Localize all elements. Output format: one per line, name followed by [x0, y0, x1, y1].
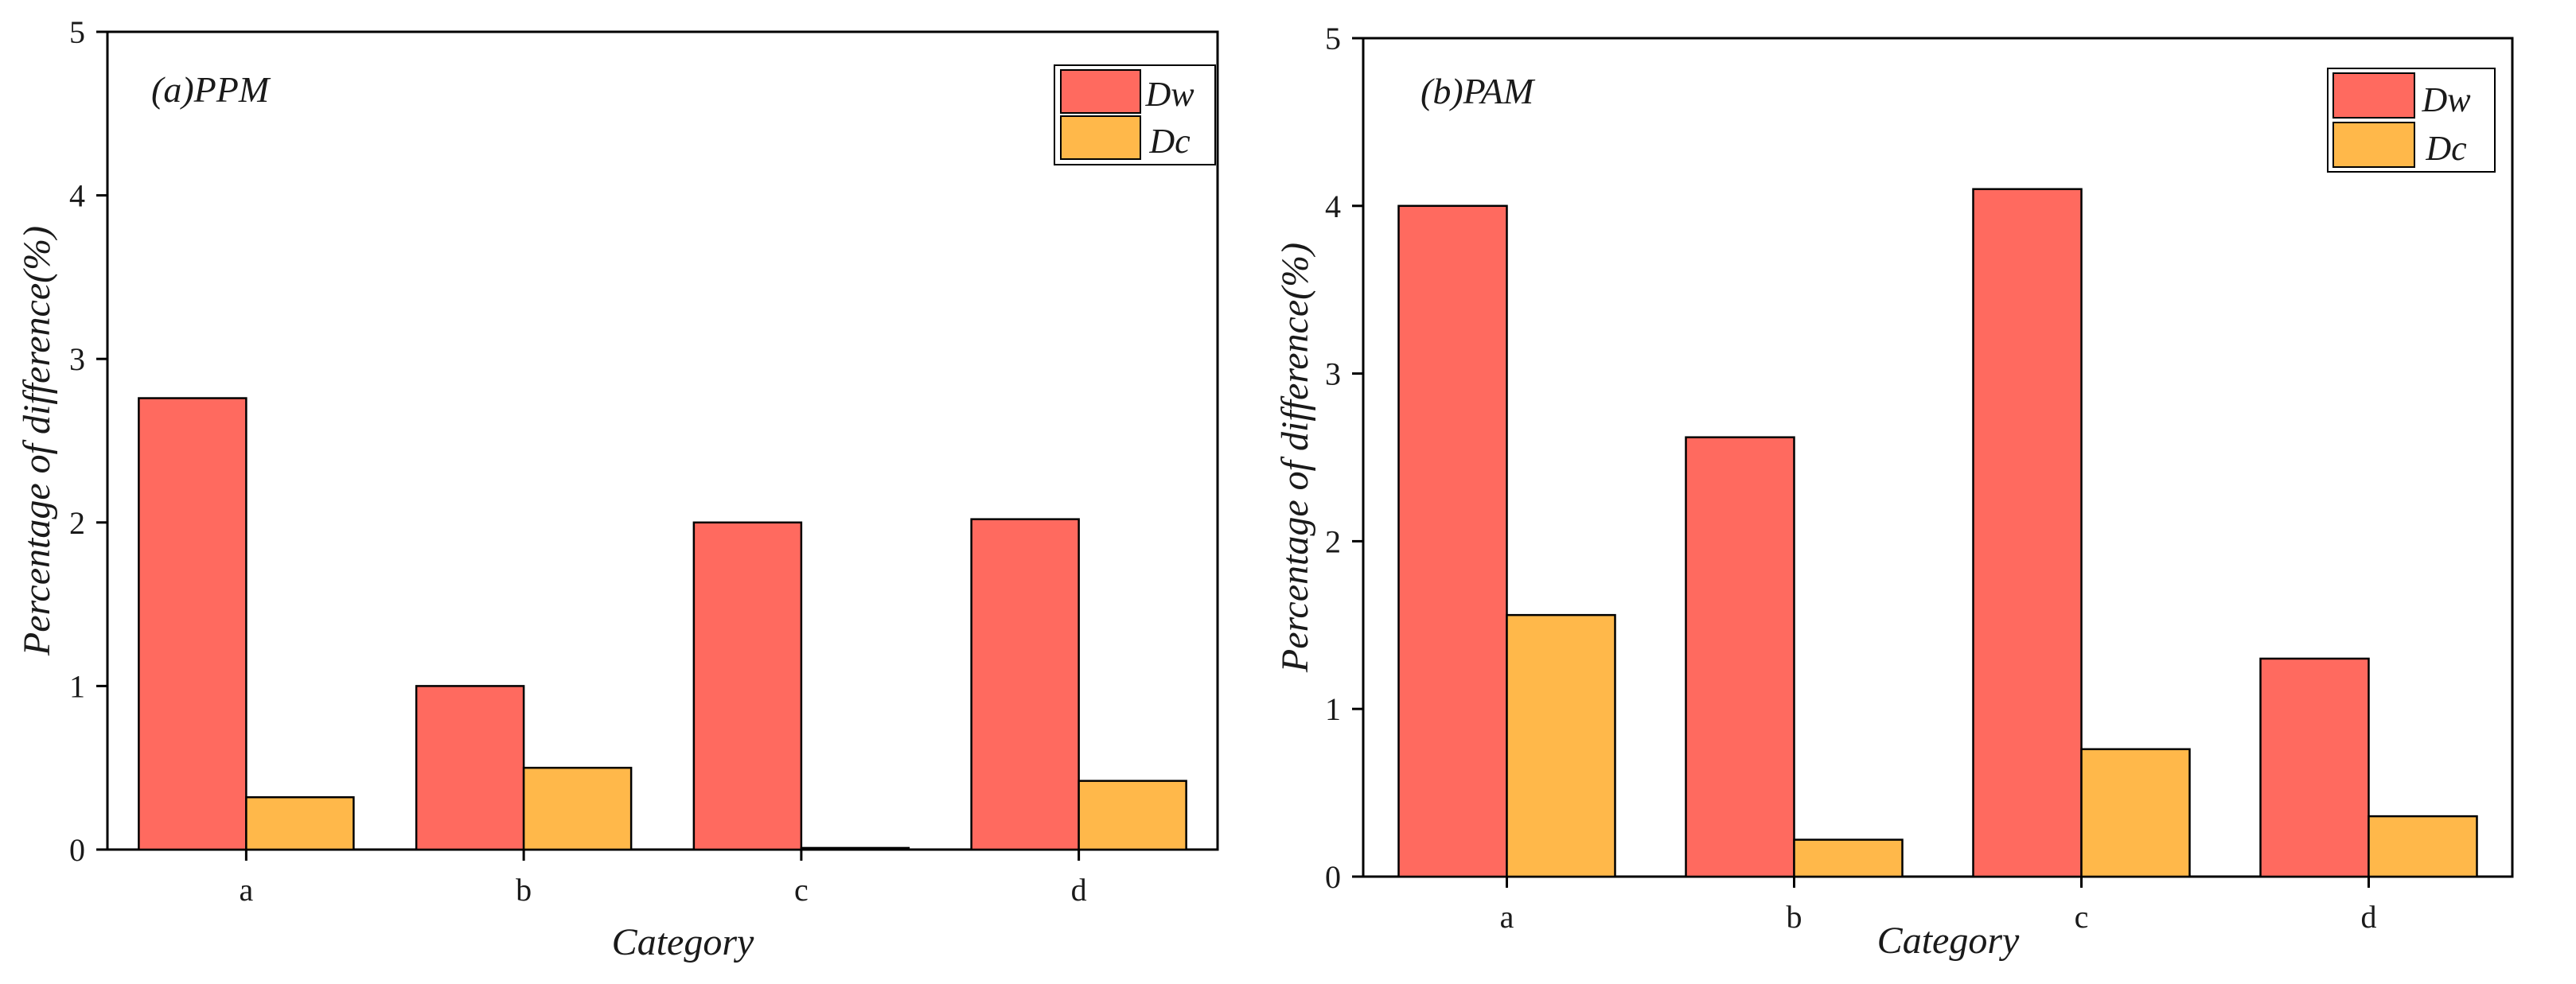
x-tick-label: d — [1071, 872, 1087, 908]
bar-dc-d — [1078, 780, 1187, 851]
bar-dw-b — [1685, 436, 1795, 878]
bar-dc-a — [1506, 613, 1616, 878]
x-axis-label: Category — [1877, 920, 2020, 962]
y-axis-label: Percentage of difference(%) — [1274, 243, 1316, 673]
bar-dc-b — [1793, 838, 1904, 878]
y-tick-label: 2 — [1325, 523, 1341, 559]
x-tick-label: b — [516, 872, 532, 908]
plot-area-frame — [1362, 37, 2514, 878]
bar-dc-b — [522, 766, 633, 851]
x-axis-ticks: a b c d — [239, 850, 1087, 908]
bar-dw-c — [1972, 188, 2083, 878]
y-tick-label: 4 — [1325, 189, 1341, 224]
x-tick-label: c — [2075, 899, 2089, 935]
legend-swatch-dc — [2332, 122, 2415, 168]
x-tick-label: c — [794, 872, 809, 908]
chart-title: (b)PAM — [1421, 71, 1536, 111]
bar-dc-c — [800, 846, 910, 851]
y-axis-ticks: 0 1 2 3 4 5 — [1325, 21, 1363, 895]
plot-area-frame — [106, 30, 1219, 851]
legend-label-dc: Dc — [1148, 122, 1191, 161]
x-tick-label: b — [1787, 899, 1802, 935]
legend-label-dw: Dw — [1144, 75, 1194, 114]
y-axis-label: Percentage of difference(%) — [16, 226, 58, 656]
bar-dc-c — [2080, 748, 2191, 878]
chart-title: (a)PPM — [151, 69, 271, 110]
chart-panel-ppm: (a)PPM Percentage of difference(%) Categ… — [16, 14, 1219, 963]
bar-dw-a — [1397, 204, 1508, 878]
legend-label-dw: Dw — [2421, 80, 2471, 119]
bar-dw-d — [970, 518, 1080, 851]
bars — [1397, 188, 2478, 878]
x-axis-ticks: a b c d — [1500, 877, 2377, 935]
legend-swatch-dc — [1060, 115, 1141, 160]
bar-dw-a — [138, 397, 247, 851]
x-axis-label: Category — [612, 921, 754, 963]
legend: Dw Dc — [2327, 68, 2496, 173]
legend-swatch-dw — [1060, 69, 1141, 114]
bar-dw-c — [692, 521, 803, 851]
chart-panel-pam: (b)PAM Percentage of difference(%) Categ… — [1274, 21, 2514, 962]
y-tick-label: 0 — [1325, 859, 1341, 895]
y-tick-label: 0 — [69, 832, 85, 868]
legend-swatch-dw — [2332, 72, 2415, 119]
legend-label-dc: Dc — [2425, 129, 2467, 168]
y-tick-label: 5 — [1325, 21, 1341, 56]
bars — [138, 397, 1187, 851]
y-tick-label: 3 — [69, 341, 85, 377]
y-tick-label: 3 — [1325, 356, 1341, 392]
bar-dc-a — [245, 795, 355, 851]
y-tick-label: 4 — [69, 178, 85, 214]
bar-dw-d — [2259, 657, 2370, 878]
x-tick-label: a — [1500, 899, 1514, 935]
x-tick-label: d — [2361, 899, 2377, 935]
y-tick-label: 2 — [69, 505, 85, 541]
y-tick-label: 5 — [69, 14, 85, 50]
legend: Dw Dc — [1054, 64, 1216, 165]
y-tick-label: 1 — [1325, 691, 1341, 727]
y-tick-label: 1 — [69, 668, 85, 704]
bar-dw-b — [415, 685, 525, 851]
y-axis-ticks: 0 1 2 3 4 5 — [69, 14, 107, 868]
x-tick-label: a — [239, 872, 253, 908]
bar-dc-d — [2368, 815, 2478, 878]
